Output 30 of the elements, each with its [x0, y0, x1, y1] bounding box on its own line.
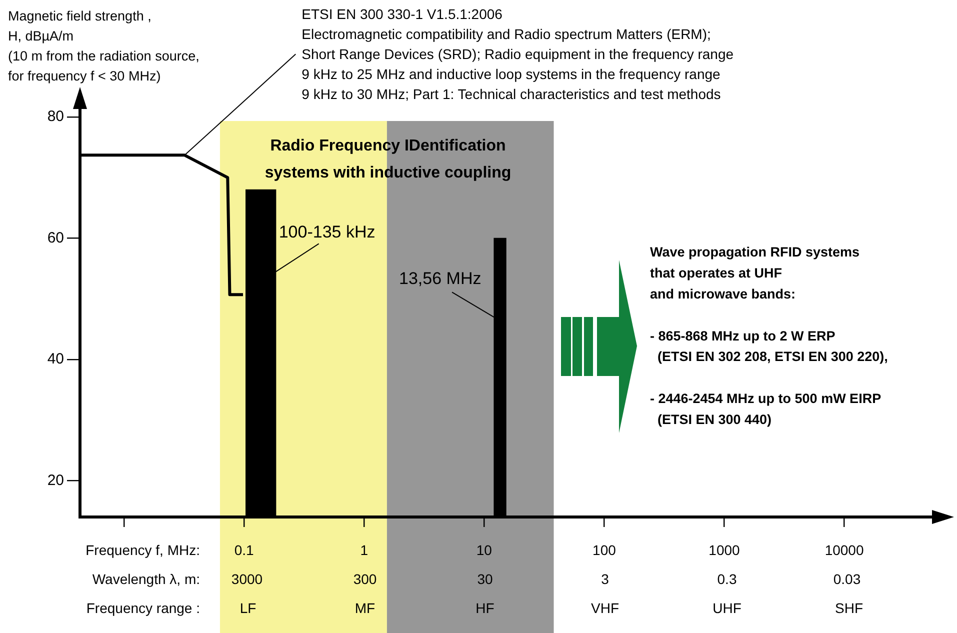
text: 30: [477, 570, 493, 587]
text: 3000: [231, 570, 263, 587]
annotation: ETSI EN 300 330-1 V1.5.1:2006 Electromagnetic compatibility and Radio spectrum Matters (ERM); Short Range Devices (SRD); Radio equipment in the frequency range 9 kHz to 25 MHz and inductive loop systems in the frequency range 9 kHz to 30 MHz; Part 1: Technical characteristics and test methods: [302, 6, 734, 102]
annotation: 13,56 MHz: [399, 268, 482, 288]
text: MF: [354, 600, 376, 616]
x-tick-label: 0.1: [234, 542, 254, 558]
y-tick-label: 40: [47, 350, 64, 368]
y-tick-label: 20: [47, 472, 64, 489]
x-axis-title: Frequency f, MHz:: [86, 542, 200, 558]
y-axis-title: Magnetic field strength , H, dBµA/m (10 m from the radiation source, for frequency f < 30 MHz): [8, 8, 200, 84]
text: UHF: [712, 600, 742, 616]
x-tick-label: 1: [360, 542, 368, 558]
text: 0.03: [833, 570, 861, 587]
text: 300: [353, 570, 377, 587]
annotation: 100-135 kHz: [278, 222, 376, 242]
text: Wavelength λ, m:: [92, 570, 200, 587]
text: 3: [601, 570, 610, 587]
text: Frequency range :: [86, 600, 200, 616]
text: Wave propagation RFID systems that operates at UHF and microwave bands: - 865-868 MHz up to 2 W ERP (ETSI EN 302 208, ETSI EN 300 220), - 2446-2454 MHz up to 500 mW EIRP (ETSI EN 300 440): [650, 244, 888, 427]
text: HF: [476, 600, 494, 616]
text: LF: [240, 600, 256, 616]
y-tick-label: 80: [47, 108, 64, 126]
x-tick-label: 100: [592, 542, 616, 558]
x-tick-label: 10000: [824, 542, 864, 558]
text: 0.3: [717, 570, 737, 587]
x-tick-label: 10: [476, 542, 492, 558]
x-tick-label: 1000: [708, 542, 740, 558]
y-tick-label: 60: [47, 229, 64, 246]
text: VHF: [591, 600, 619, 616]
text: SHF: [835, 600, 863, 616]
